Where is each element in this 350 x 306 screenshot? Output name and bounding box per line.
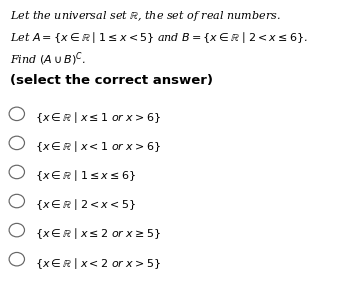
Text: $\{x \in \mathbb{R}\mid x \leq 1$ $or$ $x > 6\}$: $\{x \in \mathbb{R}\mid x \leq 1$ $or$ $… [35,110,161,125]
Text: $\{x \in \mathbb{R}\mid x < 1$ $or$ $x > 6\}$: $\{x \in \mathbb{R}\mid x < 1$ $or$ $x >… [35,139,161,154]
Text: $\{x \in \mathbb{R}\mid 2 < x < 5\}$: $\{x \in \mathbb{R}\mid 2 < x < 5\}$ [35,197,136,212]
Text: (select the correct answer): (select the correct answer) [10,74,214,87]
Text: Let $A = \{x \in \mathbb{R}\mid 1 \leq x < 5\}$ and $B = \{x \in \mathbb{R}\mid : Let $A = \{x \in \mathbb{R}\mid 1 \leq x… [10,30,308,45]
Text: $\{x \in \mathbb{R}\mid x < 2$ $or$ $x > 5\}$: $\{x \in \mathbb{R}\mid x < 2$ $or$ $x >… [35,256,161,271]
Text: $\{x \in \mathbb{R}\mid x \leq 2$ $or$ $x \geq 5\}$: $\{x \in \mathbb{R}\mid x \leq 2$ $or$ $… [35,226,161,241]
Text: Let the universal set $\mathbb{R}$, the set of real numbers.: Let the universal set $\mathbb{R}$, the … [10,9,281,23]
Text: $\{x \in \mathbb{R}\mid 1 \leq x \leq 6\}$: $\{x \in \mathbb{R}\mid 1 \leq x \leq 6\… [35,168,136,183]
Text: Find $(A \cup B)^C$.: Find $(A \cup B)^C$. [10,51,86,69]
